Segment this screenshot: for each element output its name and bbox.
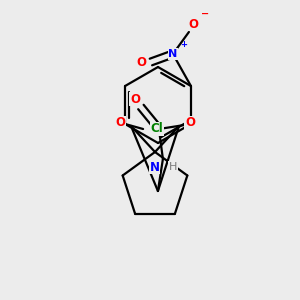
Text: O: O (130, 92, 140, 106)
Text: −: − (201, 9, 209, 19)
Text: +: + (180, 40, 187, 49)
Text: O: O (185, 116, 195, 130)
Text: N: N (150, 160, 160, 173)
Text: H: H (169, 162, 177, 172)
Text: Cl: Cl (151, 122, 164, 136)
Text: O: O (188, 17, 198, 31)
Text: O: O (136, 56, 146, 68)
Text: O: O (115, 116, 125, 130)
Text: N: N (168, 49, 178, 59)
